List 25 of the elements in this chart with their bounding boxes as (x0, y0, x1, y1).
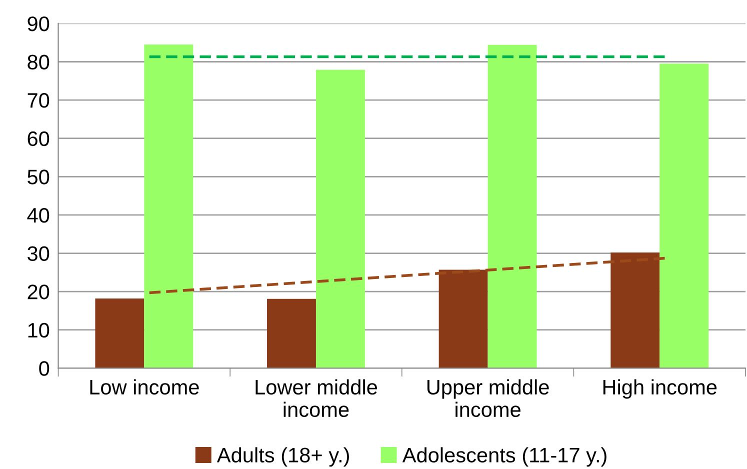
y-tick-label: 10 (28, 322, 50, 338)
y-tick-label: 50 (28, 170, 50, 184)
y-tick-label: 90 (28, 16, 50, 32)
bar (267, 298, 316, 368)
legend-label: Adults (18+ y.) (216, 447, 349, 467)
bar (488, 44, 537, 368)
y-tick-label: 80 (28, 54, 50, 70)
y-tick-label: 40 (27, 208, 50, 223)
x-tick-label: Lower middle income (256, 379, 378, 418)
y-tick-label: 20 (28, 284, 50, 300)
y-tick-label: 30 (28, 246, 50, 262)
x-tick-label: Upper middle income (427, 379, 549, 418)
bar (95, 298, 144, 368)
bar (610, 252, 660, 368)
y-tick-label: 60 (28, 131, 50, 146)
bar (438, 270, 488, 368)
y-tick-label: 0 (39, 361, 50, 376)
bar (660, 64, 709, 368)
bar (144, 44, 194, 368)
bar (316, 70, 365, 368)
x-tick-label: High income (603, 379, 717, 399)
x-tick-label: Low income (90, 379, 199, 395)
legend-label: Adolescents (11-17 y.) (402, 447, 606, 467)
y-tick-label: 70 (28, 93, 50, 108)
line-series (148, 256, 666, 294)
